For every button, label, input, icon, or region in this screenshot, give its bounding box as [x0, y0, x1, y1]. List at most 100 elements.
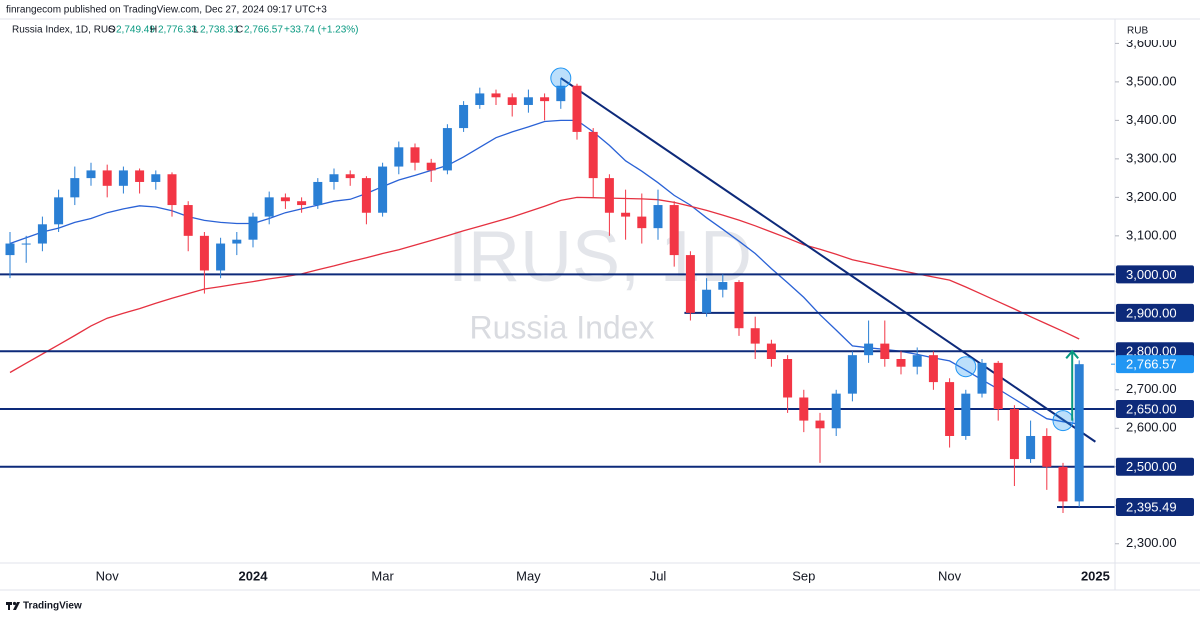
candle-body	[669, 205, 679, 256]
candle-body	[5, 243, 15, 256]
y-tick-label: 2,700.00	[1126, 381, 1177, 396]
y-tick-label: 3,100.00	[1126, 227, 1177, 242]
candle-body	[378, 166, 388, 213]
candle-body	[702, 289, 712, 313]
level-label-box	[1116, 457, 1194, 476]
candle-body	[864, 343, 874, 356]
x-tick-label: 2024	[239, 568, 269, 583]
candle-body	[183, 205, 193, 236]
candle-body	[151, 174, 161, 182]
candle-body	[475, 93, 485, 105]
candle-body	[750, 328, 760, 344]
candle-body	[945, 382, 955, 436]
candle-body	[896, 359, 906, 367]
watermark-ticker: IRUS, 1D	[448, 217, 752, 297]
ohlc-value: 2,749.49	[116, 25, 155, 36]
footer-brand: TradingView	[23, 601, 82, 612]
candle-body	[248, 216, 258, 240]
candle-body	[394, 147, 404, 167]
candle-body	[21, 243, 31, 245]
candle-body	[588, 131, 598, 179]
candle-body	[928, 355, 938, 383]
candle-body	[297, 201, 307, 206]
tradingview-logo	[6, 601, 20, 610]
candle-body	[977, 362, 987, 394]
x-tick-label: May	[516, 568, 541, 583]
level-label-box	[1116, 498, 1194, 517]
candle-body	[280, 197, 290, 202]
arrow-head	[1065, 349, 1079, 359]
candle-body	[556, 85, 566, 102]
y-tick-label: 3,500.00	[1126, 73, 1177, 88]
publisher: finrangecom published on TradingView.com…	[6, 5, 327, 16]
symbol: Russia Index, 1D, RUS	[12, 25, 115, 36]
ohlc-value: 2,738.31	[200, 25, 239, 36]
candle-body	[361, 178, 371, 213]
change: +33.74 (+1.23%)	[284, 25, 359, 36]
trendline	[560, 77, 1096, 443]
candle-body	[426, 162, 436, 171]
ohlc-value: 2,776.33	[158, 25, 197, 36]
unit-background	[1117, 20, 1200, 40]
x-tick-label: Nov	[938, 568, 962, 583]
candle-body	[54, 197, 64, 225]
candle-body	[961, 393, 971, 436]
candle-body	[507, 97, 517, 105]
candle-body	[167, 174, 177, 206]
candle-body	[1026, 435, 1036, 460]
candle-body	[653, 205, 663, 229]
level-label: 3,000.00	[1126, 267, 1177, 282]
last-price-box	[1116, 355, 1194, 374]
candle-body	[734, 282, 744, 329]
plot-area	[0, 67, 1115, 513]
candle-body	[459, 104, 469, 129]
candle-body	[345, 174, 355, 179]
candle-body	[232, 239, 242, 244]
candle-body	[1042, 435, 1052, 467]
candle-body	[70, 178, 80, 198]
candle-body	[86, 170, 96, 179]
ohlc-value: 2,766.57	[244, 25, 283, 36]
candle-body	[1058, 466, 1068, 502]
candle-body	[329, 174, 339, 182]
candle-body	[523, 97, 533, 105]
candle-body	[637, 216, 647, 229]
y-tick-label: 2,600.00	[1126, 420, 1177, 435]
x-tick-label: Jul	[650, 568, 667, 583]
ohlc-key: L	[193, 25, 199, 36]
level-label: 2,500.00	[1126, 459, 1177, 474]
level-label: 2,800.00	[1126, 344, 1177, 359]
marker-circle	[550, 67, 572, 89]
candle-body	[37, 224, 47, 244]
candle-body	[313, 181, 323, 206]
candle-body	[491, 93, 501, 98]
candle-body	[264, 197, 274, 217]
last-price-label: 2,766.57	[1126, 357, 1177, 372]
candle-body	[604, 178, 614, 213]
candle-body	[199, 235, 209, 271]
y-tick-label: 3,200.00	[1126, 189, 1177, 204]
x-tick-label: Mar	[371, 568, 394, 583]
candle-body	[847, 355, 857, 394]
candle-body	[799, 397, 809, 421]
level-label-box	[1116, 265, 1194, 284]
x-tick-label: Nov	[96, 568, 120, 583]
candle-body	[572, 85, 582, 132]
candle-body	[216, 243, 226, 271]
candle-body	[912, 355, 922, 367]
candle-body	[135, 170, 145, 182]
candle-body	[540, 97, 550, 102]
candle-body	[831, 393, 841, 429]
candle-body	[410, 147, 420, 163]
candle-body	[1074, 364, 1084, 502]
candle-body	[621, 212, 631, 217]
candle-body	[442, 128, 452, 171]
marker-circle	[955, 356, 977, 378]
y-tick-label: 3,300.00	[1126, 150, 1177, 165]
level-label: 2,395.49	[1126, 499, 1177, 514]
ohlc-key: H	[150, 25, 157, 36]
x-tick-label: Sep	[792, 568, 815, 583]
candle-body	[993, 362, 1003, 410]
level-label: 2,650.00	[1126, 401, 1177, 416]
